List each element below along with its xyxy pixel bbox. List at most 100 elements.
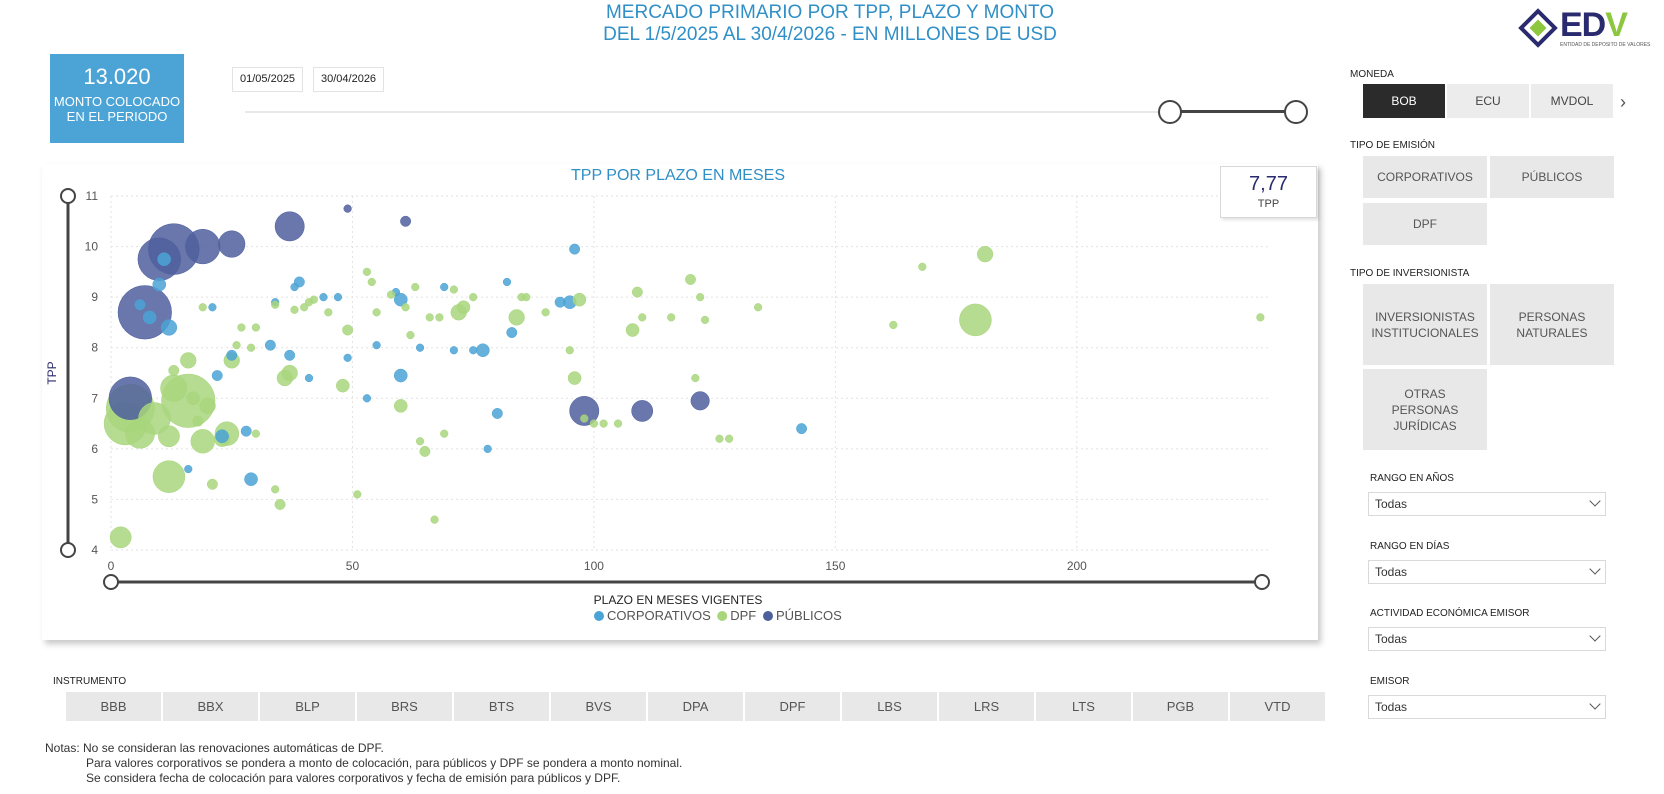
data-point-corporativos — [469, 346, 478, 355]
data-point-dpf — [290, 305, 299, 314]
emision-publicos-button[interactable]: PÚBLICOS — [1490, 156, 1614, 198]
data-point-dpf — [696, 293, 705, 302]
chevron-right-icon[interactable]: › — [1620, 92, 1626, 112]
data-point-dpf — [580, 414, 589, 423]
data-point-corporativos — [502, 277, 512, 287]
data-point-dpf — [192, 415, 204, 427]
data-point-dpf — [691, 373, 700, 383]
rango-dias-select[interactable]: Todas — [1368, 560, 1606, 584]
data-point-dpf — [386, 290, 396, 299]
data-point-dpf — [625, 323, 640, 337]
legend-marker-publicos — [763, 611, 773, 621]
data-point-publicos — [400, 215, 412, 227]
date-end-input[interactable]: 30/04/2026 — [313, 67, 385, 92]
title-line-1: MERCADO PRIMARIO POR TPP, PLAZO Y MONTO — [605, 2, 1054, 23]
data-point-corporativos — [506, 327, 518, 338]
data-point-corporativos — [569, 243, 581, 255]
y-tick-label: 11 — [86, 189, 99, 203]
emision-corporativos-button[interactable]: CORPORATIVOS — [1363, 156, 1487, 198]
instrumento-pgb-button[interactable]: PGB — [1133, 692, 1228, 721]
data-point-corporativos — [449, 346, 458, 355]
chart-title: TPP POR PLAZO EN MESES — [571, 167, 785, 184]
rango-anos-select[interactable]: Todas — [1368, 492, 1606, 516]
data-point-dpf — [411, 282, 420, 292]
data-point-dpf — [415, 437, 425, 446]
y-tick-label: 8 — [91, 341, 98, 355]
inversionista-otras-juridicas-button[interactable]: OTRAS PERSONAS JURÍDICAS — [1363, 369, 1487, 450]
date-start-input[interactable]: 01/05/2025 — [232, 67, 304, 92]
x-tick-label: 100 — [584, 559, 604, 573]
rango-dias-value: Todas — [1375, 565, 1408, 579]
date-slider-start-handle[interactable] — [1158, 100, 1182, 124]
emisor-select[interactable]: Todas — [1368, 695, 1606, 719]
tipo-inversionista-label: TIPO DE INVERSIONISTA — [1350, 268, 1470, 279]
data-point-dpf — [449, 285, 458, 294]
data-point-corporativos — [319, 293, 328, 302]
data-point-dpf — [190, 429, 215, 454]
rango-anos-label: RANGO EN AÑOS — [1370, 473, 1454, 484]
instrumento-button-row: BBB BBX BLP BRS BTS BVS DPA DPF LBS LRS … — [66, 692, 1325, 721]
date-slider-end-handle[interactable] — [1284, 100, 1308, 124]
data-point-dpf — [324, 308, 333, 317]
note-line-3: Se considera fecha de colocación para va… — [86, 771, 621, 785]
instrumento-lrs-button[interactable]: LRS — [939, 692, 1034, 721]
instrumento-bbb-button[interactable]: BBB — [66, 692, 161, 721]
instrumento-vtd-button[interactable]: VTD — [1230, 692, 1325, 721]
data-point-corporativos — [264, 339, 276, 351]
data-point-dpf — [522, 293, 531, 302]
data-point-dpf — [976, 246, 994, 263]
moneda-label: MONEDA — [1350, 69, 1394, 80]
note-line-1: Notas: No se consideran las renovaciones… — [45, 741, 384, 755]
data-point-dpf — [508, 309, 525, 326]
emision-dpf-button[interactable]: DPF — [1363, 203, 1487, 245]
kpi-label-line-2: EN EL PERIODO — [66, 109, 168, 124]
data-point-dpf — [754, 303, 763, 312]
emisor-value: Todas — [1375, 700, 1408, 714]
instrumento-label: INSTRUMENTO — [53, 676, 127, 687]
kpi-value: 13.020 — [83, 64, 151, 89]
inversionista-institucionales-button[interactable]: INVERSIONISTAS INSTITUCIONALES — [1363, 284, 1487, 365]
data-point-corporativos — [134, 299, 146, 311]
data-point-dpf — [469, 293, 478, 302]
actividad-economica-select[interactable]: Todas — [1368, 627, 1606, 651]
y-tick-label: 5 — [91, 492, 98, 506]
instrumento-lts-button[interactable]: LTS — [1036, 692, 1131, 721]
y-range-slider-top-handle[interactable] — [60, 188, 76, 204]
instrumento-dpf-button[interactable]: DPF — [745, 692, 840, 721]
instrumento-brs-button[interactable]: BRS — [357, 692, 452, 721]
x-range-slider-right-handle[interactable] — [1254, 574, 1270, 590]
moneda-bob-button[interactable]: BOB — [1363, 84, 1445, 118]
data-point-dpf — [109, 526, 132, 549]
instrumento-bvs-button[interactable]: BVS — [551, 692, 646, 721]
data-point-dpf — [237, 323, 246, 332]
data-point-dpf — [456, 300, 471, 315]
moneda-mvdol-button[interactable]: MVDOL — [1531, 84, 1613, 118]
moneda-ecu-button[interactable]: ECU — [1447, 84, 1529, 118]
instrumento-lbs-button[interactable]: LBS — [842, 692, 937, 721]
data-point-corporativos — [244, 472, 258, 487]
data-point-corporativos — [483, 444, 492, 453]
instrumento-blp-button[interactable]: BLP — [260, 692, 355, 721]
instrumento-dpa-button[interactable]: DPA — [648, 692, 743, 721]
data-point-dpf — [889, 320, 898, 330]
legend-marker-dpf — [717, 611, 728, 621]
data-point-dpf — [401, 303, 410, 312]
data-point-corporativos — [333, 293, 343, 302]
data-point-dpf — [667, 313, 676, 322]
data-point-corporativos — [157, 252, 171, 267]
data-point-dpf — [362, 267, 372, 276]
x-range-slider-left-handle[interactable] — [103, 574, 119, 590]
data-point-publicos — [218, 230, 246, 258]
instrumento-bbx-button[interactable]: BBX — [163, 692, 258, 721]
data-point-corporativos — [142, 310, 157, 325]
data-point-dpf — [186, 391, 200, 406]
date-slider-track[interactable] — [245, 111, 1295, 113]
kpi-card-monto: 13.020 MONTO COLOCADO EN EL PERIODO — [50, 54, 184, 143]
y-range-slider-bottom-handle[interactable] — [60, 542, 76, 558]
tpp-label: TPP — [1257, 198, 1280, 210]
data-point-publicos — [569, 396, 600, 426]
instrumento-bts-button[interactable]: BTS — [454, 692, 549, 721]
inversionista-personas-naturales-button[interactable]: PERSONAS NATURALES — [1490, 284, 1614, 365]
y-axis-label: TPP — [45, 361, 59, 384]
data-point-dpf — [565, 346, 574, 355]
